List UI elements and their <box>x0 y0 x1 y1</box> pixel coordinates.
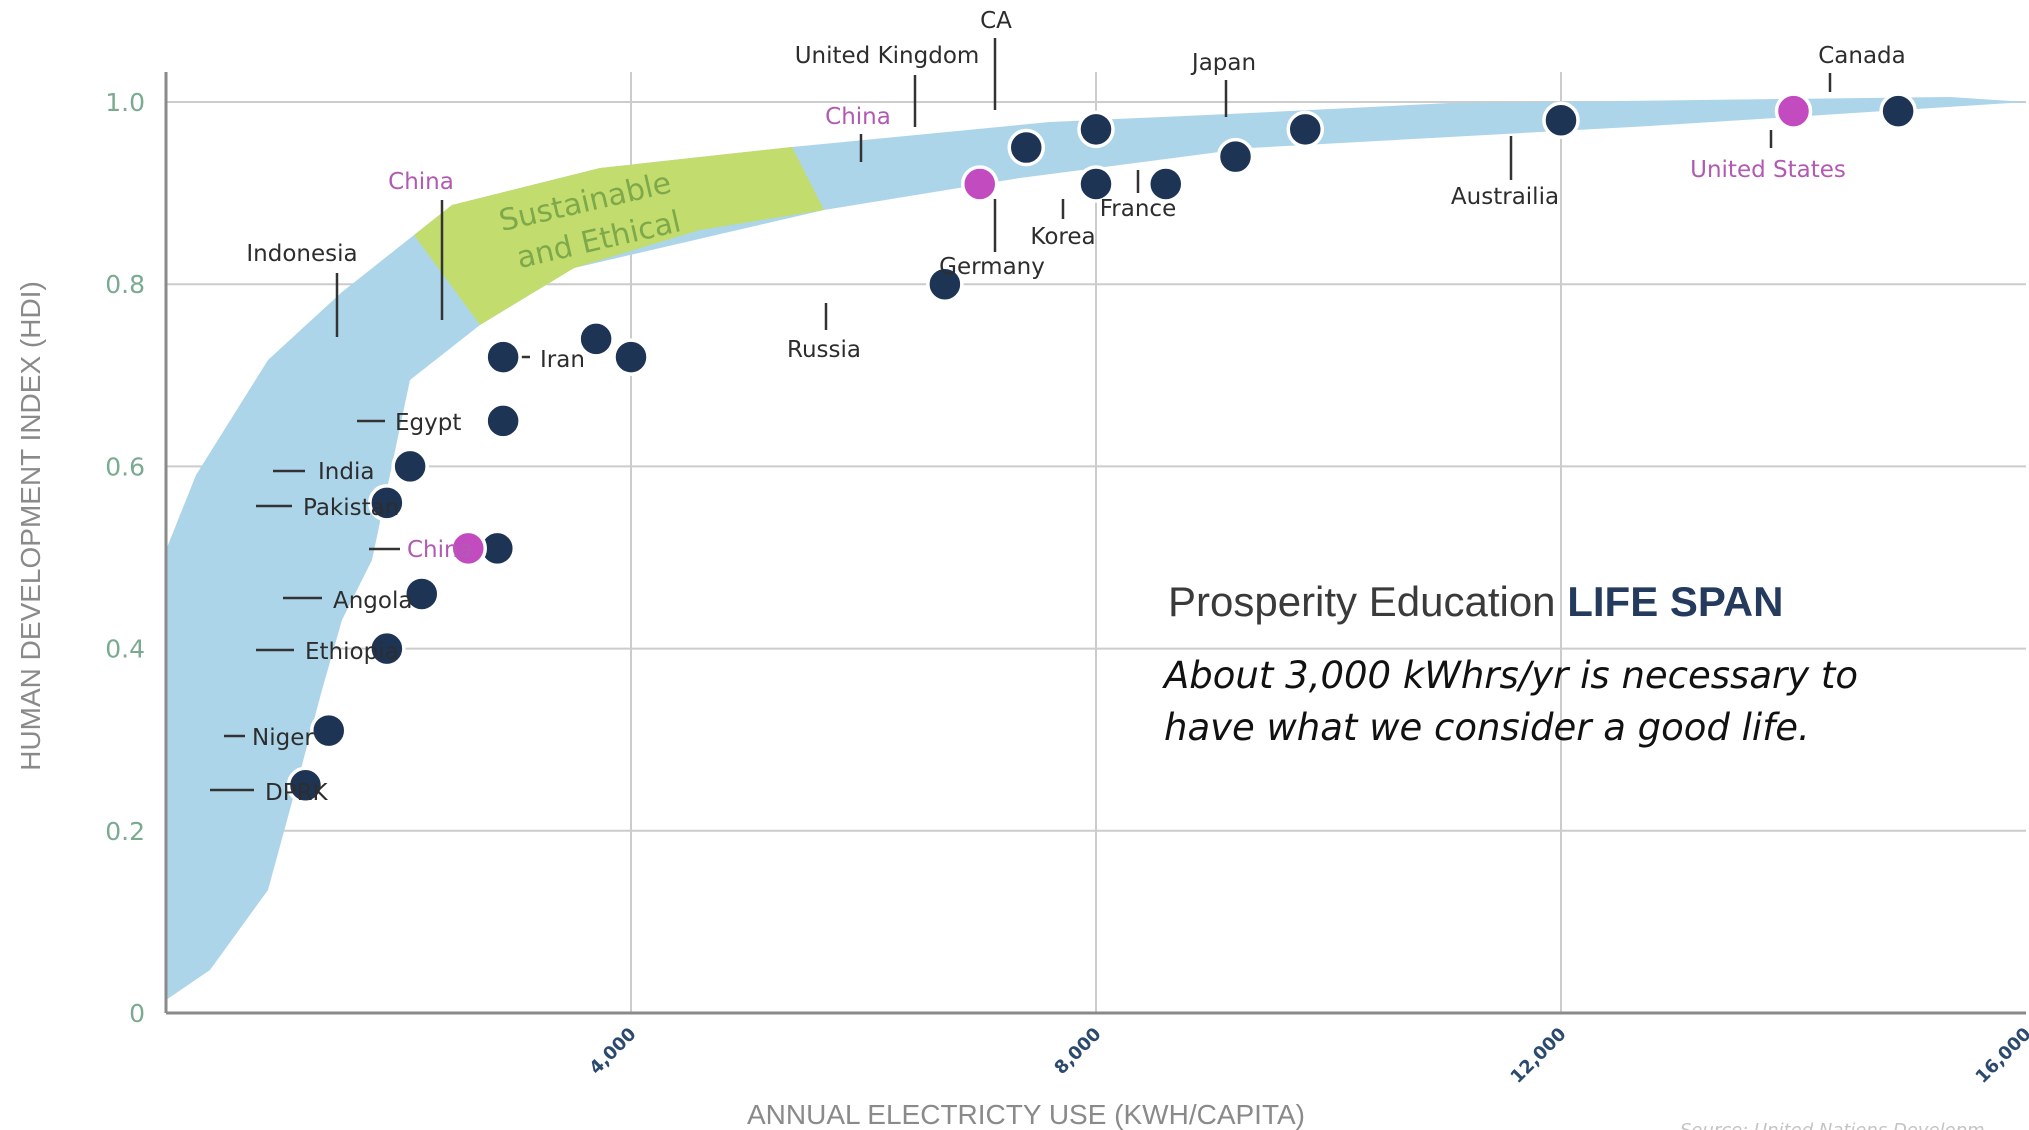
sustainable-ethical-region <box>414 147 824 325</box>
point-label: Russia <box>787 337 861 363</box>
data-point <box>368 629 406 668</box>
brand-regular: Prosperity Education <box>1168 578 1568 625</box>
point-label: Korea <box>1030 224 1095 250</box>
point-label: Iran <box>540 347 585 373</box>
data-point <box>1542 101 1580 139</box>
y-tick-label: 0.8 <box>105 270 145 299</box>
data-point <box>1077 110 1115 149</box>
source-note: Source: United Nations Developm <box>1680 1120 1985 1130</box>
data-point <box>403 575 441 613</box>
data-point <box>1216 137 1255 176</box>
x-tick-labels: 4,000 8,000 12,000 16,000 <box>585 1024 2029 1088</box>
point-label: Canada <box>1818 43 1906 69</box>
point-labels: Canada United States Austrailia Japan France… <box>246 8 1905 806</box>
data-point <box>368 484 406 522</box>
y-tick-label: 0 <box>129 999 145 1028</box>
data-point <box>286 766 325 804</box>
data-point <box>1879 92 1917 130</box>
point-label: Egypt <box>395 410 461 436</box>
x-tick-label: 4,000 <box>585 1024 640 1079</box>
data-point <box>961 165 999 203</box>
brand-title: Prosperity Education LIFE SPAN <box>1168 578 1783 626</box>
data-point <box>310 711 348 750</box>
point-label: Germany <box>939 254 1045 280</box>
annotation-note: About 3,000 kWhrs/yr is necessary to hav… <box>1164 654 1859 749</box>
y-tick-label: 1.0 <box>105 88 145 117</box>
point-label: CA <box>980 8 1012 34</box>
x-tick-label: 12,000 <box>1507 1024 1571 1088</box>
y-tick-label: 0.2 <box>105 817 145 846</box>
data-point <box>1286 110 1324 149</box>
point-label: Niger <box>252 725 314 751</box>
y-tick-label: 0.6 <box>105 452 145 481</box>
data-points <box>286 92 1917 804</box>
brand-bold: LIFE SPAN <box>1567 578 1784 625</box>
data-point <box>1147 165 1185 203</box>
point-label: Japan <box>1190 50 1256 76</box>
point-label: United States <box>1690 157 1846 183</box>
point-label: China <box>825 104 891 130</box>
data-point <box>391 447 429 486</box>
point-label: China <box>388 169 454 195</box>
point-label: Pakistan <box>303 495 399 521</box>
data-point <box>1007 128 1045 167</box>
data-point <box>449 529 487 568</box>
point-label: France <box>1100 196 1176 222</box>
point-label: Angola <box>333 588 412 614</box>
data-point <box>577 320 615 358</box>
label-connectors <box>210 38 1832 792</box>
point-label: India <box>318 459 374 485</box>
axes <box>164 72 2026 1015</box>
data-point <box>926 265 964 303</box>
data-point <box>1774 92 1813 130</box>
point-label: Ethiopia <box>305 639 399 665</box>
y-tick-label: 0.4 <box>105 635 145 664</box>
point-label: DPRK <box>265 780 329 806</box>
sustainable-region-label: Sustainable and Ethical <box>496 163 693 278</box>
data-point <box>484 338 522 376</box>
data-point <box>1077 165 1115 203</box>
data-point <box>612 338 650 376</box>
x-tick-label: 16,000 <box>1972 1024 2029 1088</box>
data-point <box>484 402 522 440</box>
point-label: Austrailia <box>1451 184 1559 210</box>
x-axis-title: ANNUAL ELECTRICTY USE (KWH/CAPITA) <box>747 1099 1305 1130</box>
point-label: United Kingdom <box>795 43 980 69</box>
point-label: China <box>407 537 473 563</box>
x-tick-label: 8,000 <box>1050 1024 1105 1079</box>
y-tick-labels: 0 0.2 0.4 0.6 0.8 1.0 <box>105 88 145 1028</box>
y-axis-title: HUMAN DEVELOPMENT INDEX (HDI) <box>15 281 46 771</box>
point-label: Indonesia <box>246 241 357 267</box>
